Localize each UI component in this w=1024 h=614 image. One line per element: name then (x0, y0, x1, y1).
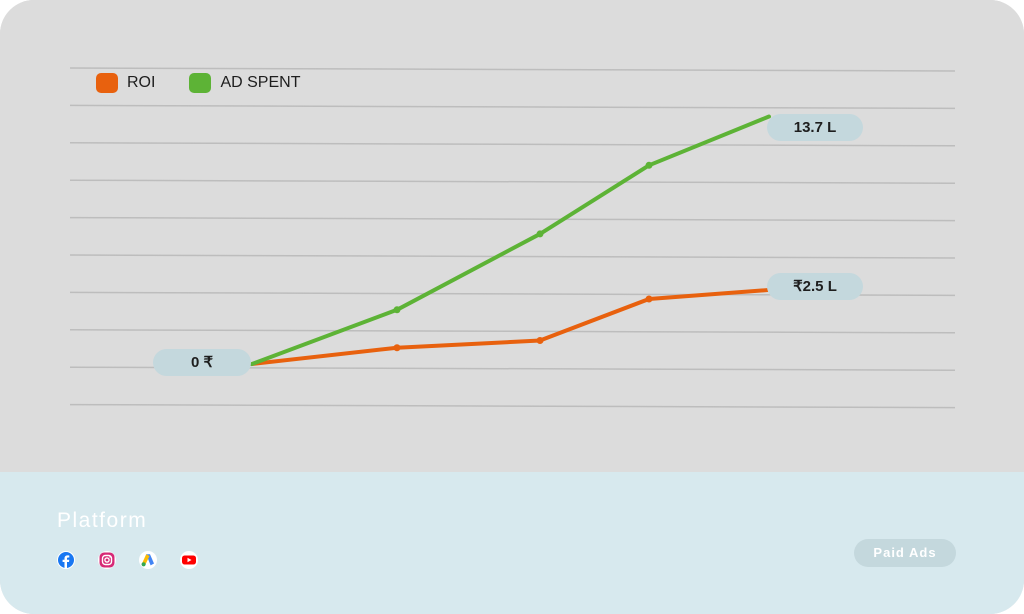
gridline (69, 142, 956, 147)
legend-item-ad-spent: AD SPENT (189, 73, 300, 93)
legend-label-roi: ROI (127, 74, 156, 91)
google-ads-icon[interactable] (139, 551, 157, 569)
gridline (69, 179, 956, 184)
gridline (69, 104, 956, 110)
platform-icons (57, 551, 198, 569)
gridline (69, 403, 956, 409)
facebook-icon[interactable] (57, 551, 75, 569)
chart-area: ROI AD SPENT 0 ₹ 13.7 L ₹2.5 L (69, 67, 956, 409)
legend-swatch-roi (96, 73, 118, 93)
legend-label-ad-spent: AD SPENT (220, 74, 301, 91)
start-value-label: 0 ₹ (153, 349, 251, 376)
chart-legend: ROI AD SPENT (96, 73, 300, 93)
platform-title: Platform (57, 509, 148, 532)
youtube-icon[interactable] (180, 551, 198, 569)
gridline (69, 329, 956, 334)
platform-footer: Platform Paid Ads (0, 472, 1024, 614)
legend-swatch-ad-spent (189, 73, 212, 93)
data-point-roi (645, 295, 653, 303)
data-point-ad-spent (536, 230, 544, 238)
roi-end-label: ₹2.5 L (767, 273, 863, 300)
data-point-ad-spent (645, 161, 653, 169)
gridline (69, 67, 956, 72)
series-line-ad-spent (250, 114, 771, 366)
instagram-icon[interactable] (98, 551, 116, 569)
series-line-roi (250, 287, 771, 366)
ad-spent-end-label: 13.7 L (767, 114, 863, 141)
line-chart (69, 67, 956, 409)
gridline (69, 254, 956, 259)
legend-item-roi: ROI (96, 73, 155, 93)
data-point-roi (536, 337, 544, 345)
data-point-roi (393, 344, 401, 352)
paid-ads-button[interactable]: Paid Ads (854, 539, 956, 567)
data-point-ad-spent (393, 306, 401, 314)
gridline (69, 216, 956, 222)
